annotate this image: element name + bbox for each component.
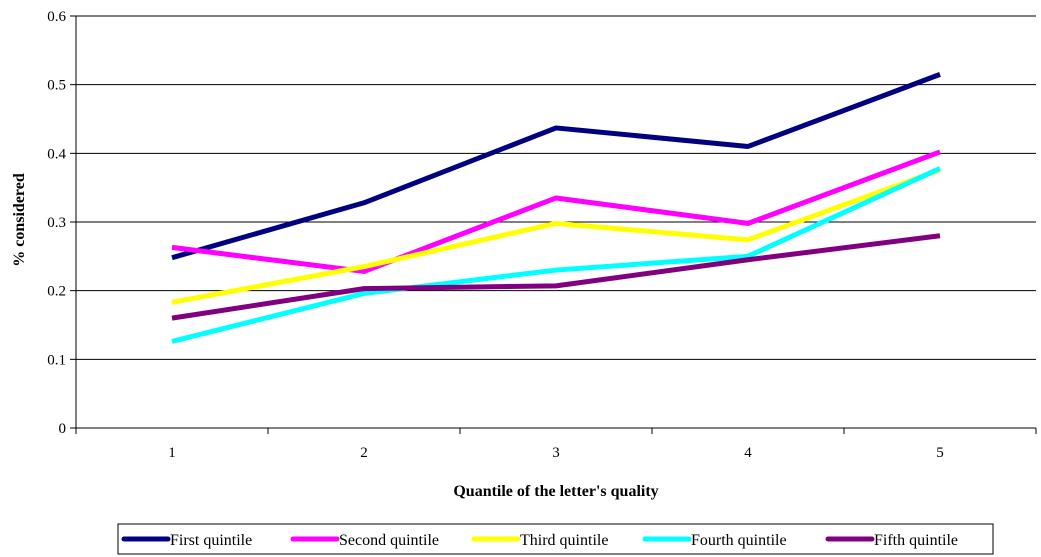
y-tick-label: 0.3: [47, 215, 66, 231]
series-line: [171, 233, 941, 321]
x-axis-title: Quantile of the letter's quality: [453, 483, 658, 500]
y-tick-label: 0.4: [47, 146, 66, 162]
series-line: [171, 149, 941, 274]
x-tick-labels: 1 2 3 4 5: [168, 445, 944, 461]
legend-label: Third quintile: [520, 532, 608, 549]
x-tick-label: 4: [744, 445, 752, 461]
legend-items: First quintile Second quintile Third quint…: [121, 532, 958, 549]
x-tick-label: 1: [168, 445, 176, 461]
y-tick-label: 0.5: [47, 78, 66, 94]
y-tick-labels: 0 0.1 0.2 0.3 0.4 0.5 0.6: [47, 9, 66, 437]
x-tick-label: 3: [552, 445, 560, 461]
series-line: [171, 72, 941, 261]
legend-label: Fifth quintile: [874, 532, 958, 549]
legend-label: Fourth quintile: [691, 532, 787, 549]
y-tick-label: 0.1: [47, 352, 66, 368]
series-lines: [171, 72, 942, 344]
series-line: [171, 167, 941, 305]
y-tick-label: 0.6: [47, 9, 66, 25]
x-tick-label: 5: [936, 445, 944, 461]
series-line: [171, 166, 942, 344]
x-tick-label: 2: [360, 445, 368, 461]
y-tick-label: 0: [59, 421, 67, 437]
axes: [70, 15, 1037, 434]
legend-label: First quintile: [170, 532, 252, 549]
y-tick-label: 0.2: [47, 284, 66, 300]
y-axis-title: % considered: [11, 173, 28, 267]
legend: First quintile Second quintile Third quint…: [117, 523, 994, 555]
legend-label: Second quintile: [339, 532, 439, 549]
